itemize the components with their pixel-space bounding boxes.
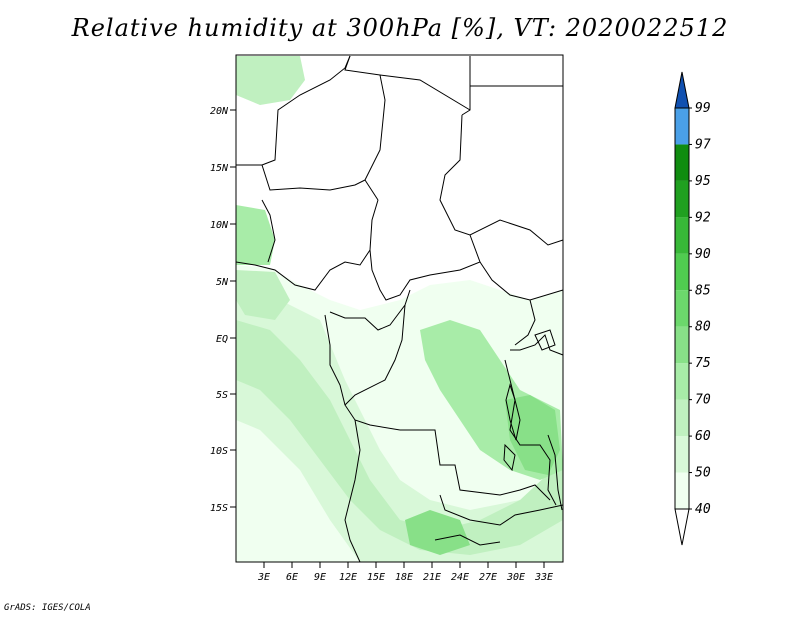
country-borders: [235, 55, 564, 563]
colorbar-segment: [675, 180, 689, 218]
lon-tick-label: 24E: [451, 572, 469, 583]
border-line: [235, 249, 371, 291]
humidity-zone-north: [236, 56, 305, 105]
latitude-axis: 20N 15N 10N 5N EQ 5S 10S 15S: [210, 106, 236, 514]
colorbar-level-label: 92: [695, 210, 711, 225]
border-line: [514, 299, 536, 346]
border-line: [479, 261, 564, 301]
colorbar-underflow-tip: [674, 508, 690, 546]
border-line: [344, 304, 406, 431]
lon-tick-label: 6E: [286, 572, 298, 583]
lon-tick-label: 21E: [423, 572, 441, 583]
colorbar-level-label: 50: [695, 466, 711, 481]
border-line: [324, 314, 346, 406]
lon-tick-label: 12E: [339, 572, 357, 583]
lon-tick-label: 3E: [257, 572, 270, 583]
colorbar-segment: [675, 399, 689, 437]
colorbar-segment: [675, 217, 689, 254]
border-line: [547, 434, 563, 511]
border-line: [461, 56, 471, 116]
colorbar-segment: [675, 108, 689, 145]
lat-tick-label: 5S: [216, 390, 228, 401]
border-line: [504, 359, 557, 506]
colorbar: 40 50 60 70 75 80 85 90 92 95 97 99: [674, 71, 711, 546]
colorbar-level-label: 99: [695, 101, 711, 116]
border-line: [236, 164, 366, 191]
border-line: [261, 199, 276, 263]
lon-tick-label: 15E: [367, 572, 385, 583]
lat-tick-label: 10S: [210, 446, 228, 457]
humidity-zone-50: [236, 290, 563, 562]
border-line: [434, 534, 501, 546]
lat-tick-label: 20N: [210, 106, 229, 117]
colorbar-frame: [674, 107, 690, 510]
border-line: [261, 55, 351, 166]
border-line: [400, 429, 551, 501]
lakes: [503, 329, 556, 472]
colorbar-level-label: 90: [695, 247, 711, 262]
colorbar-level-label: 40: [695, 502, 711, 517]
colorbar-level-label: 75: [695, 356, 711, 371]
border-line: [344, 55, 471, 111]
lat-tick-label: 15S: [210, 503, 228, 514]
border-line: [369, 199, 481, 301]
colorbar-level-label: 60: [695, 429, 711, 444]
colorbar-level-label: 70: [695, 393, 711, 408]
border-line: [510, 334, 564, 356]
colorbar-segment: [675, 436, 689, 473]
humidity-field: [236, 56, 563, 562]
longitude-axis: 3E 6E 9E 12E 15E 18E 21E 24E 27E 30E 33E: [257, 562, 553, 583]
colorbar-segment: [675, 144, 689, 181]
lon-tick-label: 9E: [314, 572, 326, 583]
lon-tick-label: 33E: [534, 572, 553, 583]
colorbar-segment: [675, 326, 689, 364]
colorbar-segment: [675, 253, 689, 291]
border-line: [344, 419, 361, 563]
humidity-zone-gulf: [236, 270, 290, 320]
lake-outline: [503, 443, 516, 472]
map-title: Relative humidity at 300hPa [%], VT: 202…: [71, 14, 729, 42]
colorbar-overflow-tip: [674, 71, 690, 109]
humidity-zone-60: [236, 320, 563, 555]
colorbar-segment: [675, 472, 689, 509]
border-line: [439, 114, 564, 246]
lon-tick-label: 27E: [479, 572, 497, 583]
humidity-zone-west: [236, 205, 275, 265]
colorbar-level-label: 97: [695, 137, 711, 152]
border-line: [364, 74, 386, 201]
colorbar-level-label: 85: [695, 283, 711, 298]
lake-outline: [534, 329, 556, 351]
colorbar-level-label: 80: [695, 320, 711, 335]
credit-text: GrADS: IGES/COLA: [4, 603, 91, 613]
lake-outline: [505, 383, 521, 441]
lat-tick-label: 5N: [216, 277, 229, 288]
colorbar-segment: [675, 290, 689, 327]
lat-tick-label: EQ: [216, 334, 228, 345]
humidity-zone-75b: [405, 510, 470, 555]
border-line: [439, 494, 564, 526]
map-frame: [235, 54, 564, 563]
lon-tick-label: 30E: [506, 572, 525, 583]
colorbar-level-label: 95: [695, 174, 711, 189]
lon-tick-label: 18E: [395, 572, 413, 583]
lat-tick-label: 15N: [210, 163, 229, 174]
colorbar-segment: [675, 363, 689, 400]
lat-tick-label: 10N: [210, 220, 229, 231]
